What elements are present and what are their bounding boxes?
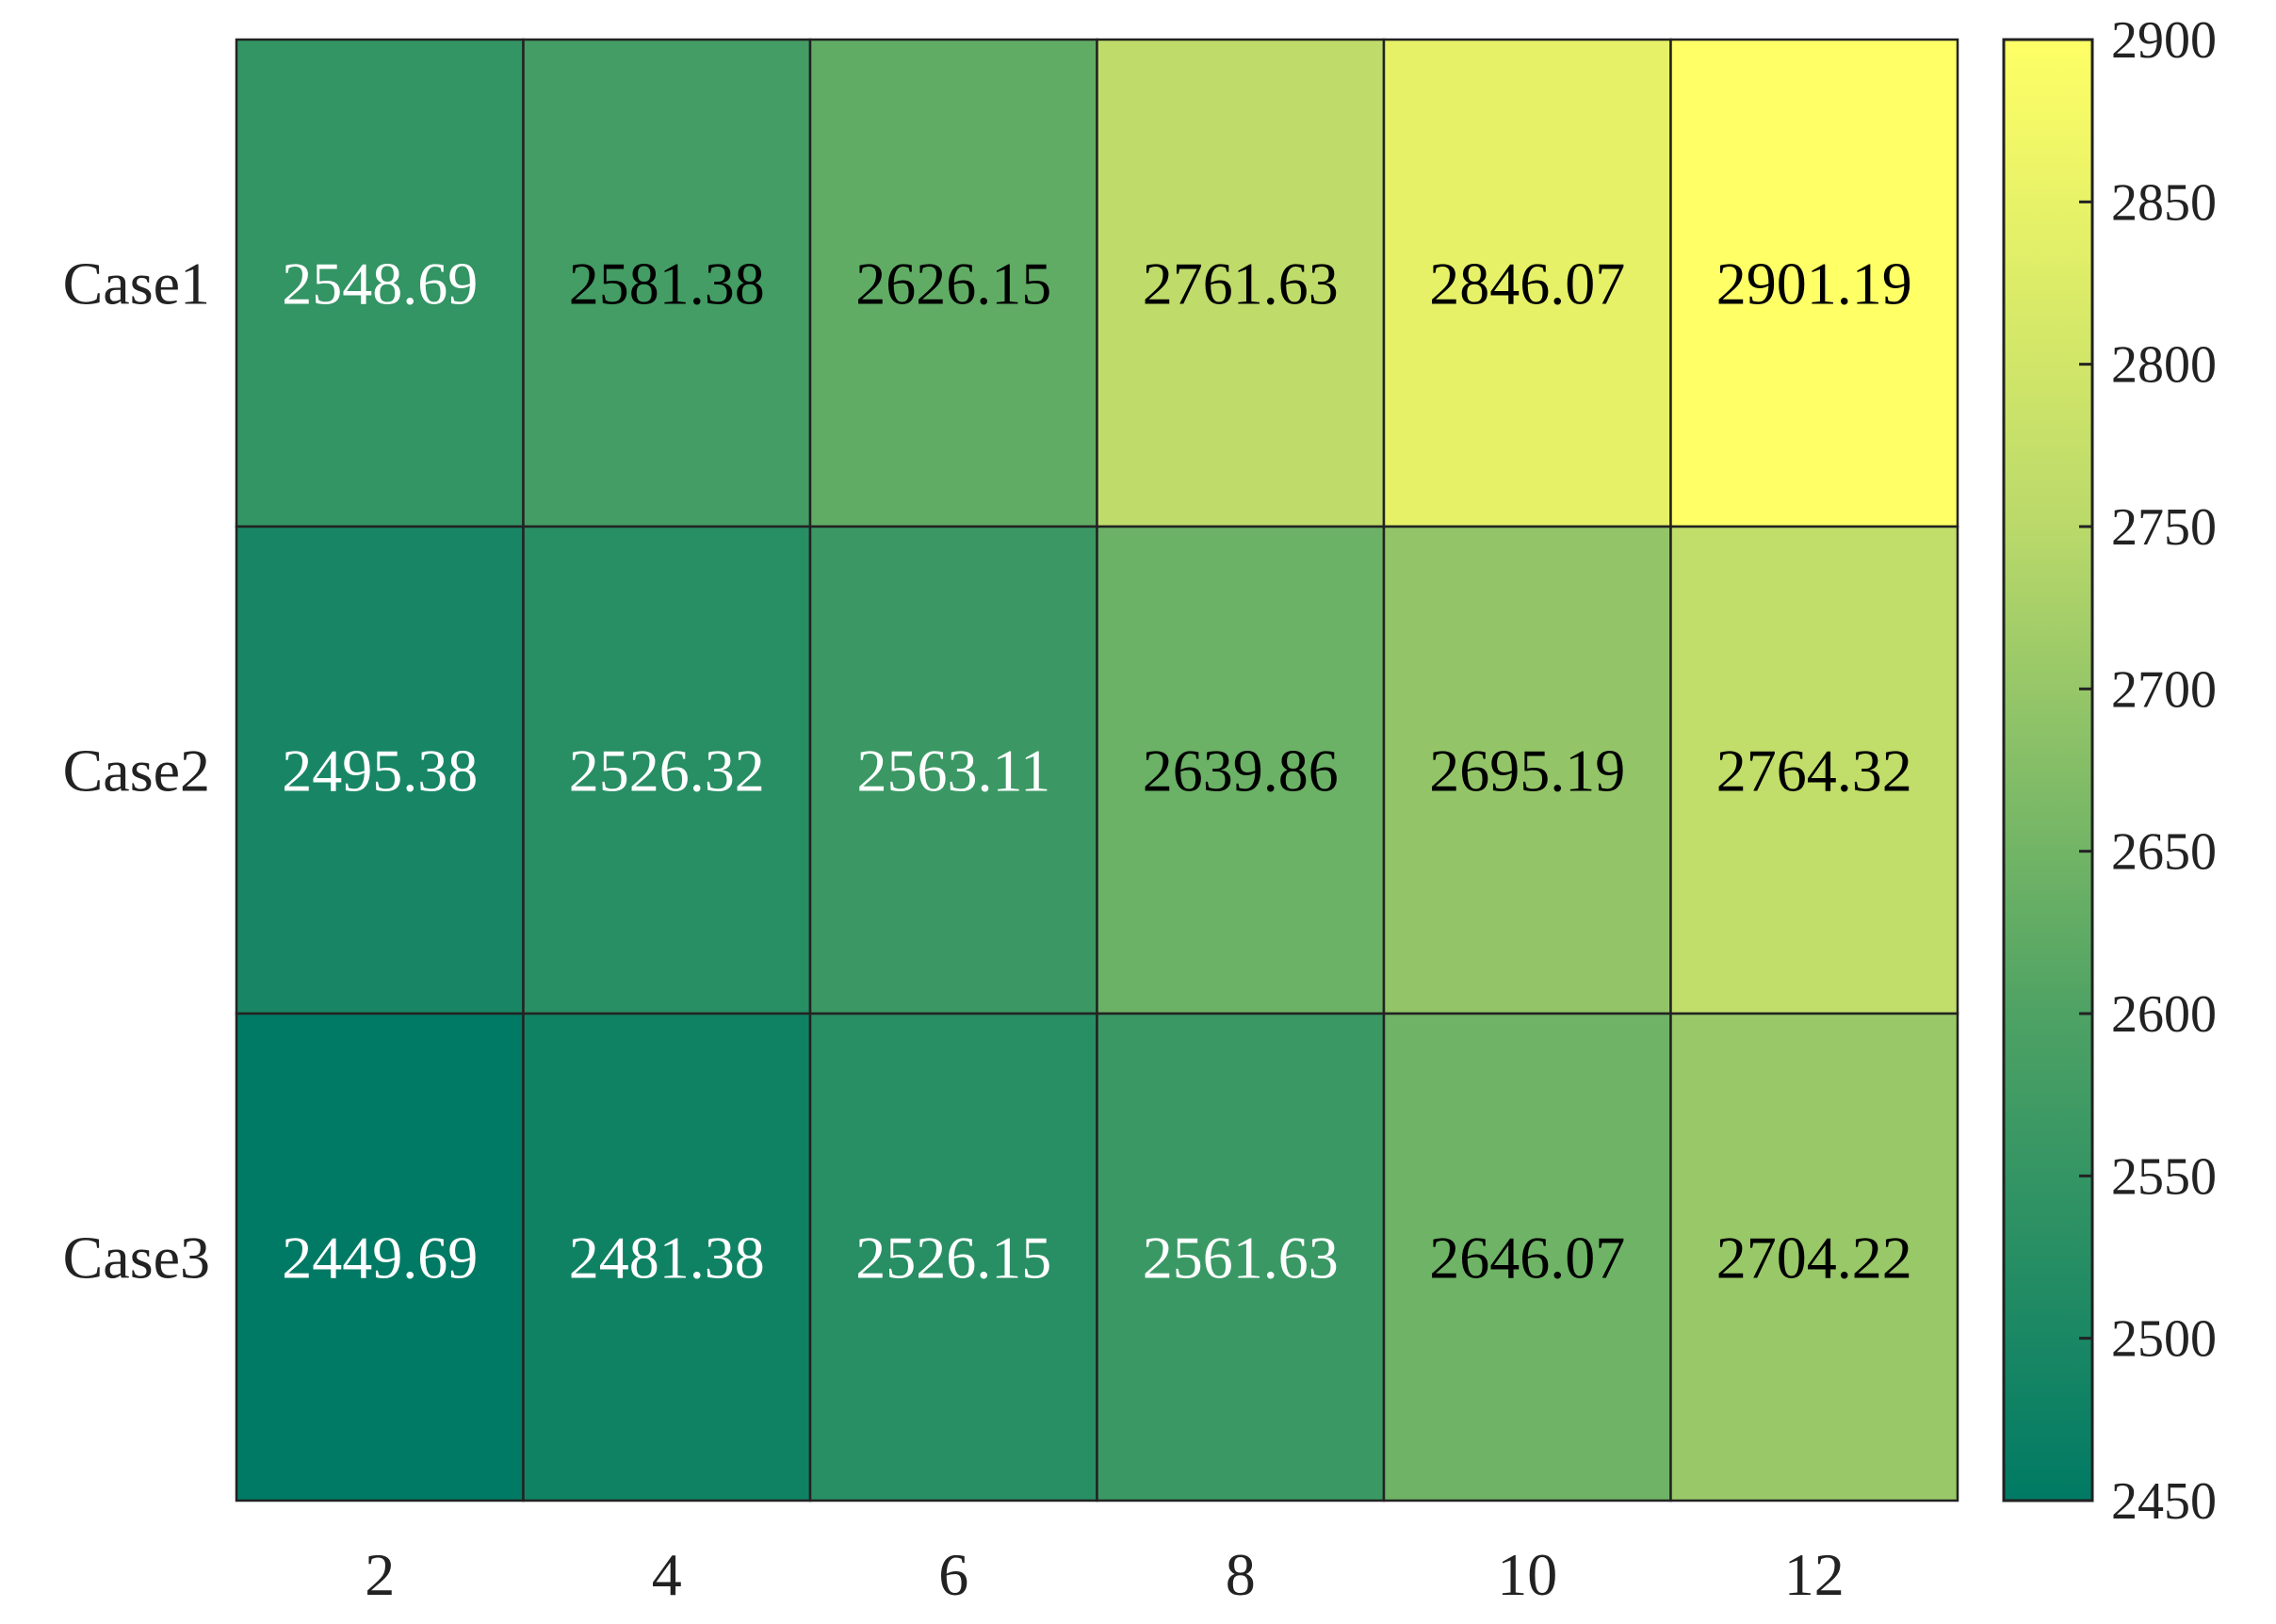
heatmap-cell bbox=[1096, 38, 1386, 528]
x-tick-label: 6 bbox=[938, 1541, 968, 1608]
colorbar-tick-label: 2550 bbox=[2111, 1147, 2217, 1206]
heatmap-cell bbox=[1382, 1012, 1672, 1502]
colorbar-tick-label: 2700 bbox=[2111, 660, 2217, 719]
colorbar-tick-label: 2500 bbox=[2111, 1310, 2217, 1369]
y-tick-label: Case1 bbox=[63, 251, 210, 317]
colorbar-tick-label: 2850 bbox=[2111, 173, 2217, 232]
heatmap-cell-value: 2481.38 bbox=[569, 1225, 765, 1291]
heatmap-cell-value: 2761.63 bbox=[1143, 251, 1339, 317]
colorbar: 2450 2500 2550 2600 2650 2700 2750 2800 2850 2900 bbox=[2002, 11, 2217, 1531]
heatmap-cell-value: 2526.32 bbox=[569, 738, 765, 804]
heatmap-cell-value: 2646.07 bbox=[1429, 1225, 1625, 1291]
heatmap-cell bbox=[1669, 1012, 1959, 1502]
colorbar-tick-label: 2600 bbox=[2111, 985, 2217, 1044]
heatmap-cell-labels: 2548.69 2581.38 2626.15 2761.63 2846.07 2901.… bbox=[282, 251, 1912, 1291]
heatmap-cell bbox=[1669, 38, 1959, 528]
heatmap-cell bbox=[235, 525, 525, 1015]
x-tick-label: 8 bbox=[1226, 1541, 1256, 1608]
heatmap-cell-value: 2548.69 bbox=[282, 251, 478, 317]
heatmap-cells bbox=[235, 38, 1959, 1502]
heatmap-cell bbox=[808, 38, 1098, 528]
colorbar-tick-label: 2750 bbox=[2111, 498, 2217, 557]
y-tick-label: Case2 bbox=[63, 738, 210, 804]
heatmap-cell-value: 2704.22 bbox=[1716, 1225, 1912, 1291]
heatmap-cell-value: 2581.38 bbox=[569, 251, 765, 317]
heatmap-cell-value: 2626.15 bbox=[855, 251, 1051, 317]
x-tick-label: 4 bbox=[652, 1541, 682, 1608]
heatmap-cell-value: 2449.69 bbox=[282, 1225, 478, 1291]
heatmap-cell-value: 2846.07 bbox=[1429, 251, 1625, 317]
y-axis-tick-labels: Case1 Case2 Case3 bbox=[63, 251, 210, 1291]
heatmap-cell bbox=[522, 1012, 812, 1502]
heatmap-cell-value: 2639.86 bbox=[1143, 738, 1339, 804]
colorbar-tick-label: 2900 bbox=[2111, 11, 2217, 70]
colorbar-tick-label: 2450 bbox=[2111, 1472, 2217, 1531]
x-tick-label: 2 bbox=[365, 1541, 395, 1608]
heatmap-cell-value: 2764.32 bbox=[1716, 738, 1912, 804]
y-tick-label: Case3 bbox=[63, 1225, 210, 1291]
heatmap-cell bbox=[808, 1012, 1098, 1502]
heatmap-cell-value: 2563.11 bbox=[856, 738, 1050, 804]
heatmap-cell bbox=[522, 38, 812, 528]
heatmap-cell bbox=[1382, 38, 1672, 528]
heatmap-cell bbox=[1096, 1012, 1386, 1502]
heatmap-cell-value: 2561.63 bbox=[1143, 1225, 1339, 1291]
heatmap-cell bbox=[235, 1012, 525, 1502]
heatmap-cell bbox=[1669, 525, 1959, 1015]
heatmap-cell-value: 2695.19 bbox=[1429, 738, 1625, 804]
heatmap-cell bbox=[1096, 525, 1386, 1015]
colorbar-tick-label: 2650 bbox=[2111, 823, 2217, 882]
colorbar-gradient bbox=[2002, 38, 2094, 1502]
colorbar-tick-label: 2800 bbox=[2111, 336, 2217, 395]
heatmap-cell-value: 2495.38 bbox=[282, 738, 478, 804]
heatmap-cell bbox=[235, 38, 525, 528]
x-tick-label: 10 bbox=[1497, 1541, 1557, 1608]
heatmap-cell bbox=[522, 525, 812, 1015]
x-axis-tick-labels: 2 4 6 8 10 12 bbox=[365, 1541, 1845, 1608]
heatmap-cell-value: 2526.15 bbox=[855, 1225, 1051, 1291]
heatmap-cell-value: 2901.19 bbox=[1716, 251, 1912, 317]
x-tick-label: 12 bbox=[1784, 1541, 1845, 1608]
